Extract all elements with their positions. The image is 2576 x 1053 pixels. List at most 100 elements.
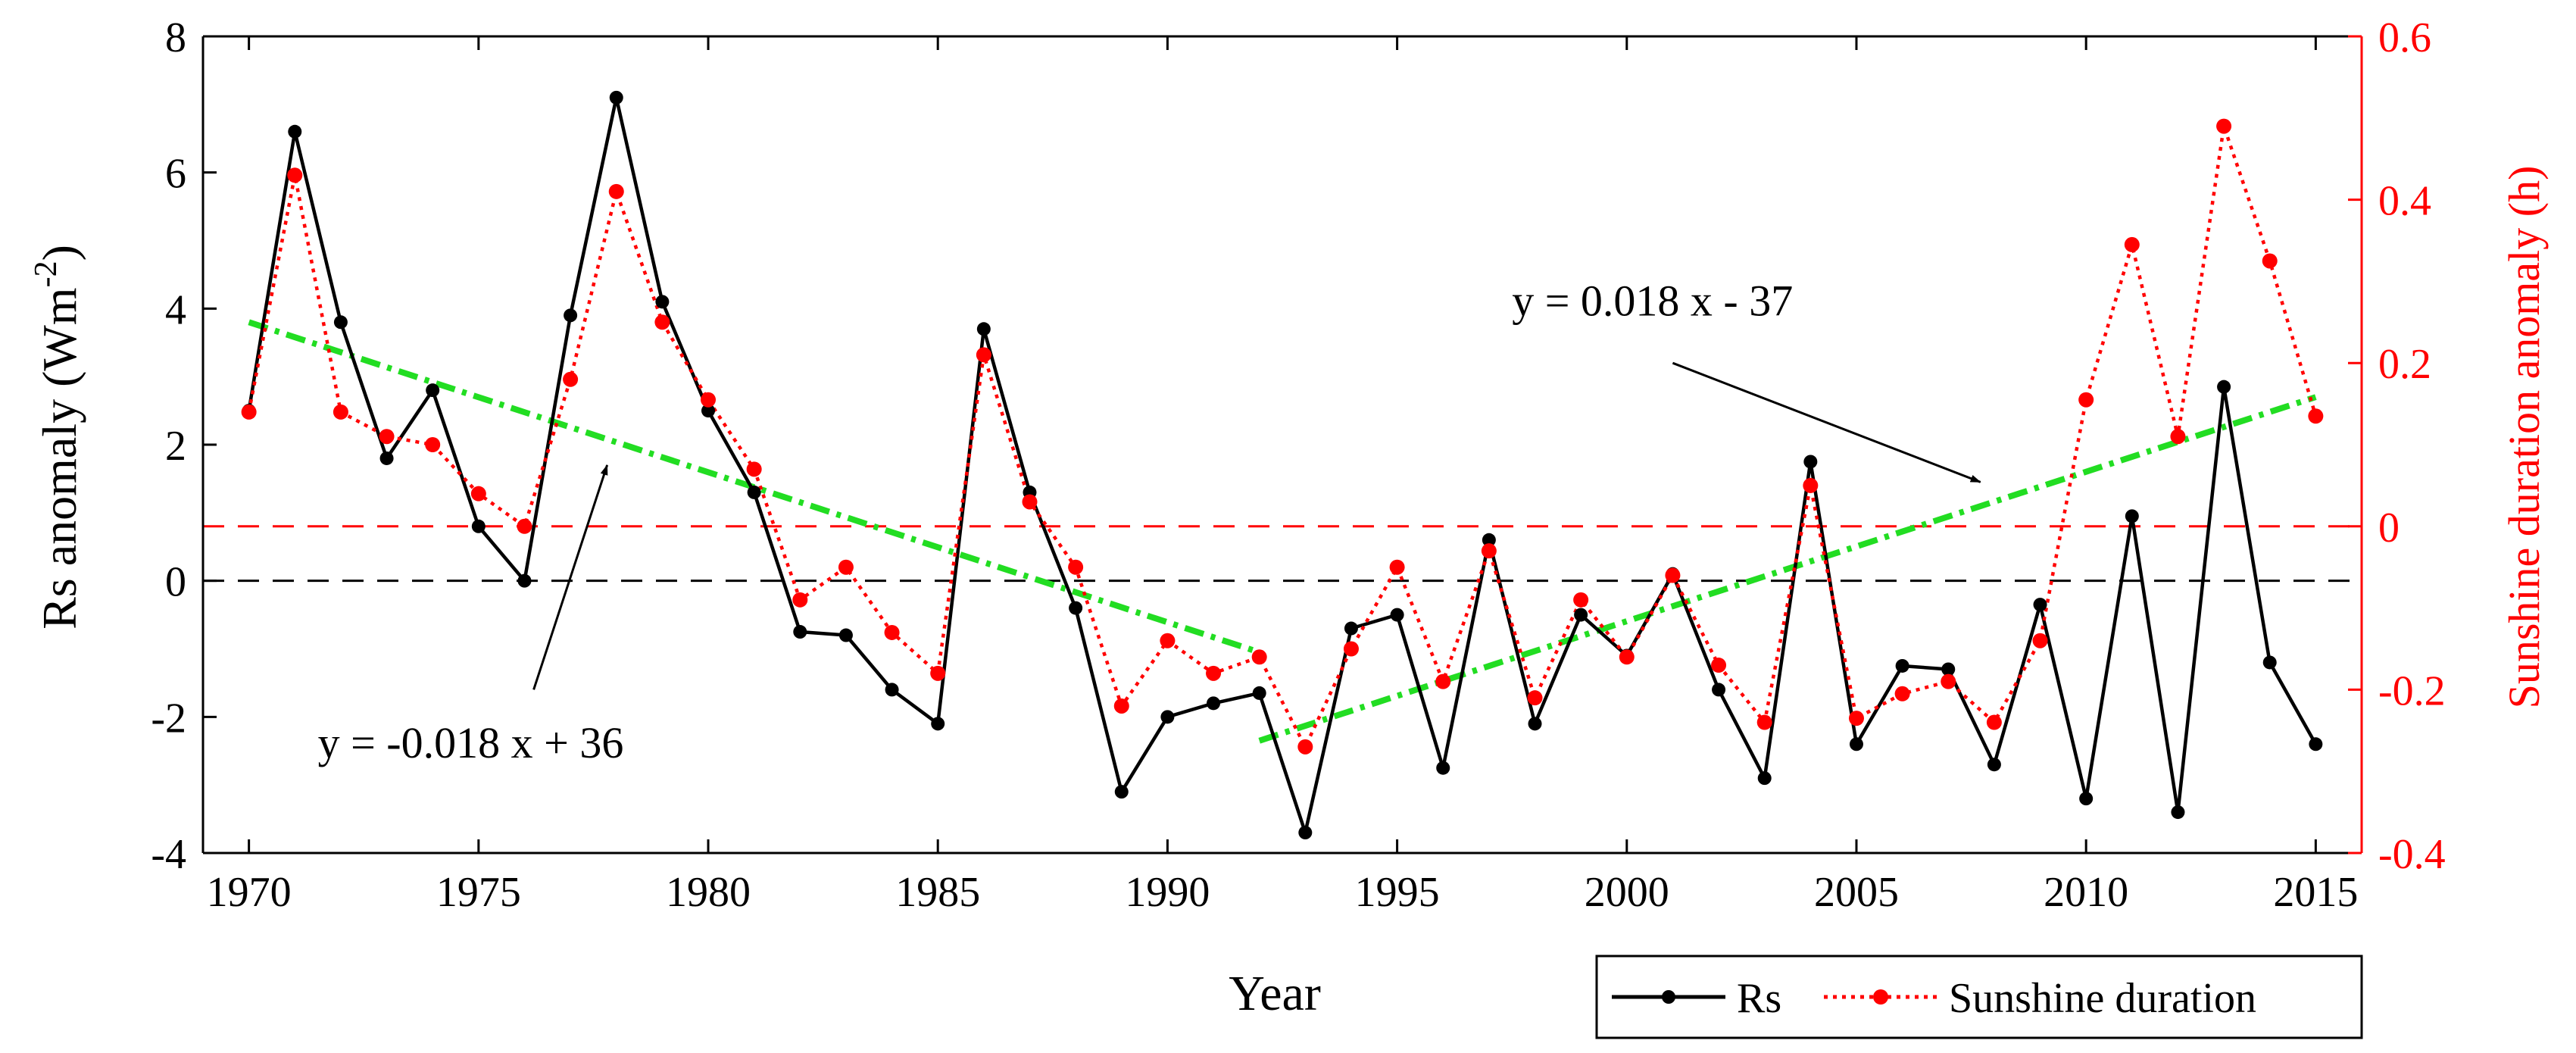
y-left-tick-label-5: 6 bbox=[165, 151, 186, 198]
series-lines bbox=[241, 90, 2324, 840]
y-right-tick-label-4: 0.4 bbox=[2378, 178, 2431, 225]
x-tick-label-1995: 1995 bbox=[1355, 869, 1440, 916]
rs-point-1994 bbox=[1344, 621, 1358, 636]
sunshine-point-1987 bbox=[1022, 494, 1038, 510]
rs-point-1974 bbox=[426, 383, 440, 398]
annotation-arrow-1 bbox=[532, 464, 609, 690]
sunshine-point-1989 bbox=[1113, 698, 1129, 714]
rs-point-1984 bbox=[885, 683, 899, 697]
sunshine-point-1981 bbox=[746, 461, 762, 477]
sunshine-point-1976 bbox=[517, 518, 532, 534]
y-right-tick-label-0: -0.4 bbox=[2378, 831, 2446, 878]
sunshine-point-2008 bbox=[1986, 714, 2002, 730]
rs-point-2002 bbox=[1712, 683, 1726, 697]
annotations: y = -0.018 x + 36 y = 0.018 x - 37 bbox=[318, 276, 1981, 767]
rs-point-2011 bbox=[2125, 509, 2139, 523]
sunshine-point-2000 bbox=[1619, 649, 1635, 665]
sunshine-point-2014 bbox=[2262, 253, 2278, 269]
y-right-axis-label: Sunshine duration anomaly (h) bbox=[2500, 166, 2549, 709]
x-tick-label-2005: 2005 bbox=[1814, 869, 1899, 916]
annotation-arrow-2 bbox=[1672, 361, 1981, 483]
rs-point-2013 bbox=[2217, 380, 2231, 394]
legend-rs-marker bbox=[1662, 990, 1675, 1004]
x-tick-label-1985: 1985 bbox=[895, 869, 980, 916]
legend: Rs Sunshine duration bbox=[1595, 955, 2363, 1039]
y-left-axis-label-sup: -2 bbox=[29, 261, 64, 287]
rs-point-1978 bbox=[609, 90, 623, 105]
rs-point-1989 bbox=[1114, 785, 1129, 799]
rs-point-1973 bbox=[379, 451, 394, 465]
y-left-axis-label: Rs anomaly (Wm-2) bbox=[29, 245, 86, 630]
rs-point-1975 bbox=[471, 519, 486, 533]
sunshine-point-1971 bbox=[287, 167, 303, 183]
sunshine-point-1982 bbox=[792, 592, 808, 608]
sunshine-point-1970 bbox=[241, 404, 257, 420]
rs-point-2010 bbox=[2079, 792, 2094, 806]
x-tick-label-1970: 1970 bbox=[207, 869, 292, 916]
rs-point-1985 bbox=[931, 717, 945, 731]
rs-point-1992 bbox=[1252, 686, 1266, 700]
rs-point-2008 bbox=[1987, 758, 2001, 772]
y-left-tick-label-3: 2 bbox=[165, 423, 186, 470]
x-tick-label-1975: 1975 bbox=[436, 869, 521, 916]
sunshine-point-1977 bbox=[563, 371, 579, 387]
legend-sunshine-label: Sunshine duration bbox=[1949, 975, 2256, 1022]
y-left-tick-label-6: 8 bbox=[165, 14, 186, 61]
sunshine-point-1999 bbox=[1573, 592, 1589, 608]
trend-equation-1: y = -0.018 x + 36 bbox=[318, 718, 624, 767]
rs-point-2015 bbox=[2309, 737, 2323, 751]
sunshine-point-2003 bbox=[1756, 714, 1772, 730]
sunshine-point-1983 bbox=[838, 559, 854, 575]
sunshine-point-1994 bbox=[1343, 641, 1359, 657]
legend-sunshine-marker bbox=[1873, 989, 1888, 1005]
rs-point-1988 bbox=[1069, 601, 1083, 615]
y-left-tick-label-1: -2 bbox=[151, 695, 186, 742]
sunshine-point-1985 bbox=[930, 665, 946, 681]
rs-point-2003 bbox=[1757, 771, 1772, 786]
rs-point-1991 bbox=[1207, 696, 1221, 711]
y-right-tick-label-1: -0.2 bbox=[2378, 667, 2446, 714]
sunshine-point-2002 bbox=[1711, 658, 1727, 673]
sunshine-point-1974 bbox=[425, 437, 441, 452]
rs-point-2012 bbox=[2171, 805, 2185, 820]
sunshine-point-2015 bbox=[2308, 408, 2324, 424]
rs-point-2014 bbox=[2262, 655, 2277, 670]
sunshine-point-2004 bbox=[1803, 477, 1819, 493]
rs-point-1999 bbox=[1574, 608, 1588, 622]
sunshine-point-2013 bbox=[2216, 118, 2232, 134]
rs-point-2005 bbox=[1849, 737, 1863, 751]
sunshine-point-1991 bbox=[1206, 665, 1222, 681]
legend-rs-label: Rs bbox=[1737, 975, 1781, 1022]
rs-point-1971 bbox=[288, 124, 302, 139]
sunshine-point-1988 bbox=[1068, 559, 1084, 575]
x-axis-label: Year bbox=[1229, 966, 1321, 1021]
sunshine-point-2001 bbox=[1665, 567, 1681, 583]
rs-point-1986 bbox=[976, 322, 991, 336]
sunshine-point-2010 bbox=[2078, 392, 2094, 408]
rs-point-1995 bbox=[1390, 608, 1404, 622]
sunshine-point-1984 bbox=[884, 624, 900, 640]
sunshine-point-1986 bbox=[976, 347, 991, 363]
rs-point-1976 bbox=[517, 573, 532, 588]
y-left-tick-label-0: -4 bbox=[151, 831, 186, 878]
sunshine-point-1997 bbox=[1481, 543, 1497, 559]
x-tick-label-2010: 2010 bbox=[2044, 869, 2128, 916]
x-tick-label-1990: 1990 bbox=[1125, 869, 1210, 916]
sunshine-point-1998 bbox=[1527, 690, 1543, 706]
rs-point-1990 bbox=[1160, 710, 1175, 724]
x-tick-label-2015: 2015 bbox=[2273, 869, 2358, 916]
sunshine-point-2011 bbox=[2124, 236, 2140, 252]
sunshine-line bbox=[247, 124, 2318, 749]
rs-point-2009 bbox=[2033, 598, 2047, 612]
y-left-tick-label-4: 4 bbox=[165, 286, 186, 333]
sunshine-point-1979 bbox=[654, 314, 670, 330]
y-right-tick-label-5: 0.6 bbox=[2378, 14, 2431, 61]
sunshine-point-1996 bbox=[1435, 673, 1451, 689]
sunshine-point-1972 bbox=[333, 404, 348, 420]
sunshine-point-2006 bbox=[1894, 686, 1910, 701]
rs-point-2007 bbox=[1941, 662, 1956, 676]
rs-point-1972 bbox=[333, 315, 348, 330]
trend-equation-2: y = 0.018 x - 37 bbox=[1512, 276, 1793, 325]
sunshine-point-1980 bbox=[701, 392, 717, 408]
